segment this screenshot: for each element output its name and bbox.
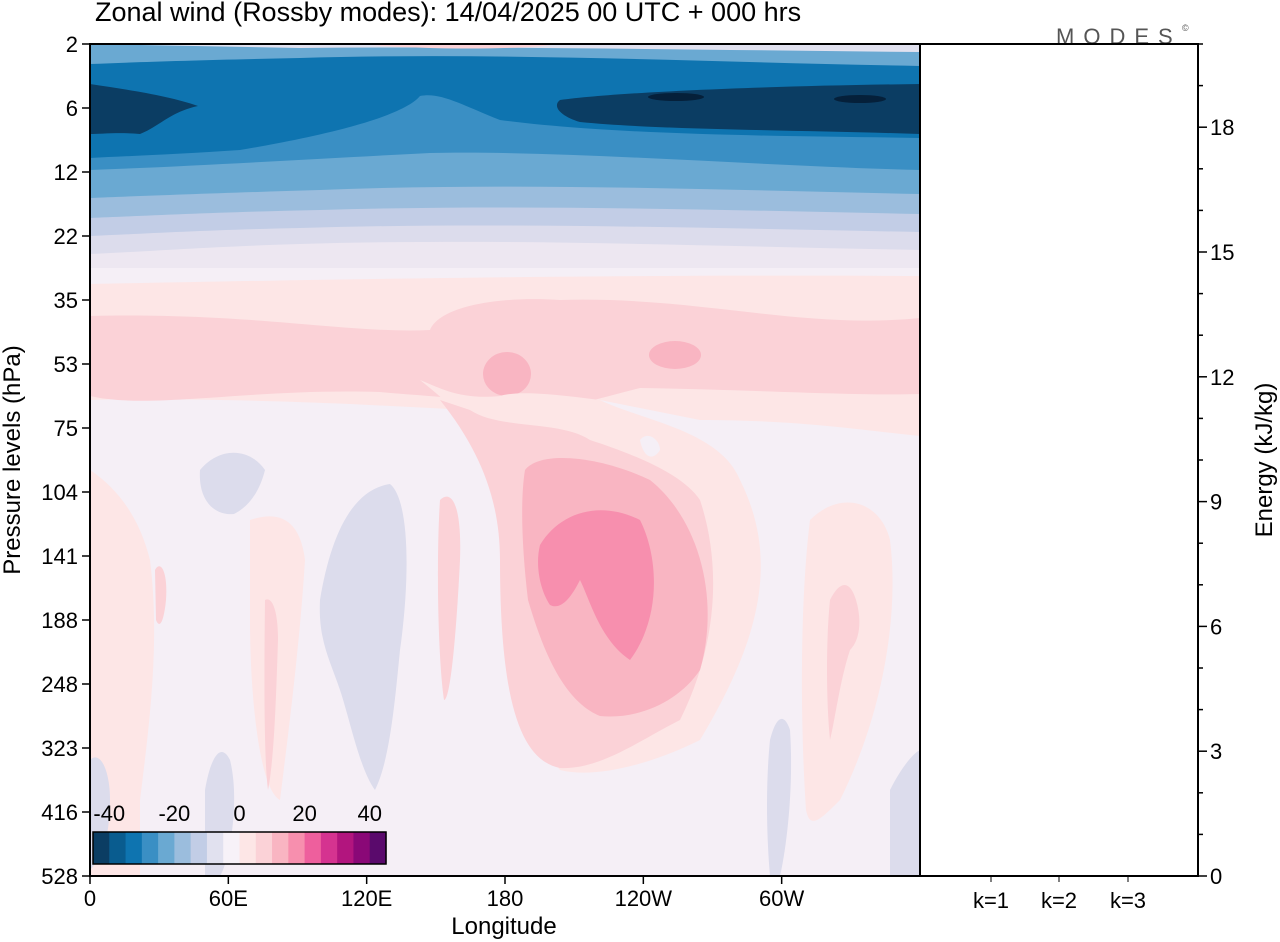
energy-tick-label: 18 <box>1210 115 1234 140</box>
energy-x-axis: k=1 k=2 k=3 <box>973 876 1146 913</box>
colorbar-swatch <box>158 832 175 864</box>
colorbar-label: 20 <box>292 801 316 826</box>
y-tick-label: 141 <box>41 544 78 569</box>
colorbar-swatch <box>125 832 143 864</box>
brand-copyright-mark: © <box>1182 23 1189 33</box>
colorbar-swatch <box>206 832 224 864</box>
colorbar-swatch <box>288 832 306 864</box>
x-tick-label: 180 <box>487 886 524 911</box>
contour-negative-base-60w <box>767 718 792 876</box>
contour-jet-core-east <box>556 84 920 134</box>
colorbar-swatch <box>304 832 322 864</box>
contour-max-53hpa-east <box>649 341 701 369</box>
colorbar-swatch <box>223 832 241 864</box>
y-axis: 2 6 12 22 35 53 75 104 141 188 248 323 416 528 <box>41 32 90 889</box>
colorbar-label: -40 <box>93 801 125 826</box>
contour-panel: 0 60E 120E 180 120W 60W 2 6 12 22 35 53 75 104 141 188… <box>0 32 921 940</box>
colorbar-swatch <box>337 832 355 864</box>
energy-frame <box>919 43 1199 877</box>
colorbar-swatch <box>369 832 387 864</box>
contour-trop-60e-positive <box>250 516 305 800</box>
energy-tick-label: 9 <box>1210 490 1222 515</box>
energy-tick-label: 0 <box>1210 864 1222 889</box>
colorbar-swatch <box>272 832 289 864</box>
colorbar-swatch <box>320 832 338 864</box>
y-tick-label: 104 <box>41 480 78 505</box>
y-tick-label: 75 <box>54 416 78 441</box>
y-tick-label: 12 <box>54 160 78 185</box>
y-tick-label: 528 <box>41 864 78 889</box>
contour-negative-column-120e <box>319 484 407 790</box>
x-axis: 0 60E 120E 180 120W 60W <box>84 876 805 911</box>
contour-trop-180-positive-5 <box>437 496 461 700</box>
x-tick-label: 120W <box>615 886 673 911</box>
energy-y-axis: 0 3 6 9 12 15 18 <box>1198 43 1234 889</box>
contour-max-53hpa-west <box>483 352 531 396</box>
energy-tick-label: 15 <box>1210 240 1234 265</box>
energy-panel: k=1 k=2 k=3 0 3 6 9 12 15 18 Energy (kJ/kg) <box>919 43 1278 913</box>
contour-negative-base-east <box>890 750 920 876</box>
colorbar-label: 0 <box>233 801 245 826</box>
contour-band-top-positive <box>360 44 560 49</box>
colorbar-swatch <box>255 832 273 864</box>
x-tick-label: 120E <box>341 886 392 911</box>
colorbar-swatch <box>141 832 159 864</box>
energy-category-label: k=3 <box>1110 888 1146 913</box>
y-tick-label: 188 <box>41 608 78 633</box>
contour-trop-60w-positive-5 <box>827 585 860 740</box>
contour-band-top-weak <box>90 44 920 52</box>
colorbar: -40 -20 0 20 40 <box>92 801 387 865</box>
x-tick-label: 0 <box>84 886 96 911</box>
energy-tick-label: 6 <box>1210 614 1222 639</box>
colorbar-swatch <box>190 832 208 864</box>
contour-layers <box>90 44 920 876</box>
contour-negative-patch-60e <box>199 452 265 515</box>
contour-band-easterly-30 <box>90 44 920 158</box>
y-tick-label: 323 <box>41 736 78 761</box>
colorbar-label: -20 <box>158 801 190 826</box>
colorbar-swatch <box>93 832 110 864</box>
contour-trop-positive-20 <box>538 510 654 660</box>
energy-tick-label: 12 <box>1210 365 1234 390</box>
colorbar-swatch <box>109 832 127 864</box>
colorbar-swatch <box>353 832 371 864</box>
y-tick-label: 248 <box>41 672 78 697</box>
energy-tick-label: 3 <box>1210 739 1222 764</box>
y-tick-label: 416 <box>41 800 78 825</box>
x-axis-label: Longitude <box>451 913 556 940</box>
x-tick-label: 60E <box>209 886 248 911</box>
energy-bar <box>969 875 1013 877</box>
y-tick-label: 22 <box>54 224 78 249</box>
chart-title: Zonal wind (Rossby modes): 14/04/2025 00… <box>95 0 801 27</box>
colorbar-label: 40 <box>357 801 381 826</box>
colorbar-frame <box>92 831 387 865</box>
colorbar-swatch <box>174 832 192 864</box>
contour-null-patch <box>640 435 660 457</box>
x-tick-label: 60W <box>759 886 804 911</box>
energy-axis-label: Energy (kJ/kg) <box>1251 383 1278 538</box>
y-tick-label: 2 <box>66 32 78 57</box>
contour-trop-west-positive-5 <box>155 566 167 624</box>
energy-category-label: k=1 <box>973 888 1009 913</box>
y-tick-label: 6 <box>66 96 78 121</box>
contour-jet-core-max-2 <box>834 95 886 103</box>
energy-category-label: k=2 <box>1041 888 1077 913</box>
y-axis-label: Pressure levels (hPa) <box>0 345 26 574</box>
contour-jet-core-max-1 <box>648 93 704 101</box>
contour-trop-60w-positive <box>801 502 893 821</box>
colorbar-swatch <box>239 832 257 864</box>
y-tick-label: 35 <box>54 288 78 313</box>
y-tick-label: 53 <box>54 352 78 377</box>
contour-jet-core-west <box>90 84 198 134</box>
contour-trop-60e-positive-5 <box>264 599 278 790</box>
